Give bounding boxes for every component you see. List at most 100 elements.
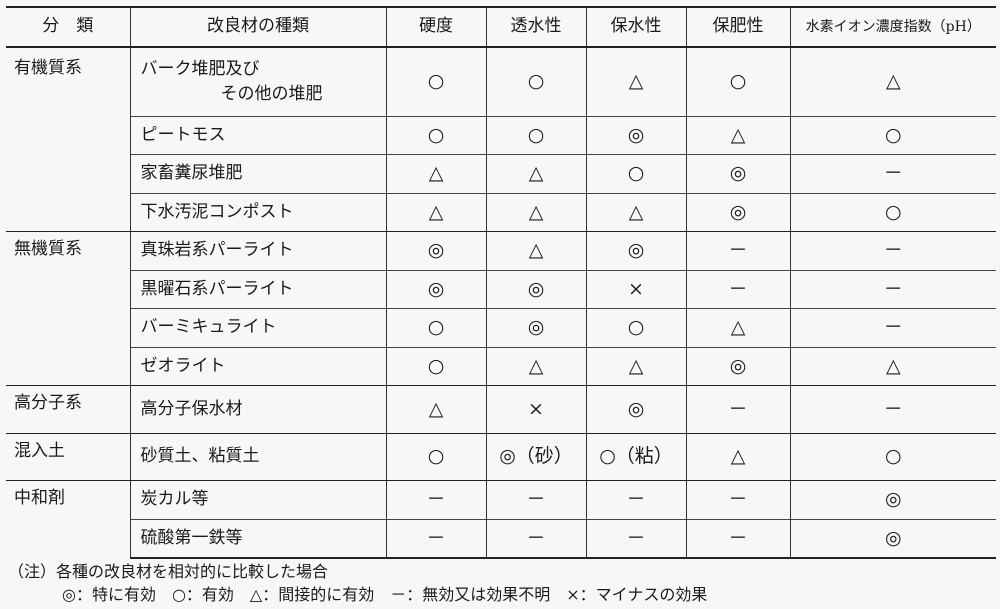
rating-ph: △ (885, 354, 901, 377)
rating-water-retention: － (626, 526, 646, 549)
material-name: ゼオライト (129, 346, 386, 386)
rating-water-retention: ○ (627, 316, 645, 339)
rating-ph: ○ (884, 200, 902, 223)
category-cell: 高分子系 (6, 385, 130, 433)
rating-permeability: － (526, 488, 546, 511)
category-cell: 中和剤 (6, 480, 130, 558)
material-name-line: バーク堆肥及び (140, 58, 260, 79)
soil-amendment-table: 分 類 改良材の種類 硬度 透水性 保水性 保肥性 水素イオン濃度指数（pH） … (6, 6, 996, 559)
material-name: 黒曜石系パーライト (129, 269, 386, 309)
rating-hardness: ○ (427, 445, 445, 468)
material-name: 真珠岩系パーライト (129, 231, 386, 270)
rating-permeability: － (526, 526, 546, 549)
rating-fertilizer-retention: △ (730, 316, 746, 339)
rating-hardness: － (426, 526, 446, 549)
header-water-retention: 保水性 (585, 6, 686, 48)
rating-water-retention: ○ (627, 162, 645, 185)
rating-water-retention: ○（粘） (599, 445, 673, 468)
category-cell: 無機質系 (6, 231, 130, 386)
header-category: 分 類 (6, 6, 130, 48)
rating-fertilizer-retention: ◎ (729, 354, 747, 377)
rating-fertilizer-retention: － (728, 239, 748, 262)
rating-hardness: ○ (427, 70, 445, 92)
rating-fertilizer-retention: ◎ (729, 200, 747, 223)
rating-water-retention: － (626, 488, 646, 511)
rating-hardness: ◎ (427, 277, 445, 300)
header-ph: 水素イオン濃度指数（pH） (789, 6, 996, 48)
rating-fertilizer-retention: － (728, 526, 748, 549)
table-row: バーミキュライト ○ ◎ ○ △ － (6, 308, 996, 347)
material-name: 下水汚泥コンポスト (129, 192, 386, 232)
rating-water-retention: △ (628, 70, 644, 92)
rating-ph: ○ (884, 445, 902, 468)
rating-permeability: ◎ (527, 316, 545, 339)
rating-ph: ◎ (884, 488, 902, 511)
rating-permeability: ○ (527, 123, 545, 146)
rating-hardness: △ (428, 200, 444, 223)
rating-ph: － (883, 397, 903, 420)
header-row: 分 類 改良材の種類 硬度 透水性 保水性 保肥性 水素イオン濃度指数（pH） (6, 6, 996, 48)
rating-permeability: △ (528, 354, 544, 377)
rating-hardness: ○ (427, 123, 445, 146)
header-fertilizer-retention: 保肥性 (685, 6, 790, 48)
category-cell: 有機質系 (6, 46, 130, 232)
rating-fertilizer-retention: ◎ (729, 162, 747, 185)
rating-water-retention: ◎ (627, 123, 645, 146)
material-name: 家畜糞尿堆肥 (129, 154, 386, 193)
rating-fertilizer-retention: △ (730, 445, 746, 468)
table-row: 無機質系 真珠岩系パーライト ◎ △ ◎ － － (6, 231, 996, 386)
category-cell: 混入土 (6, 432, 130, 481)
rating-permeability: ◎（砂） (499, 445, 573, 468)
rating-water-retention: ◎ (627, 239, 645, 262)
material-name: 炭カル等 (129, 480, 386, 519)
rating-hardness: △ (428, 397, 444, 420)
rating-permeability: △ (528, 200, 544, 223)
rating-ph: － (883, 239, 903, 262)
rating-permeability: ◎ (527, 277, 545, 300)
rating-hardness: － (426, 488, 446, 511)
header-hardness: 硬度 (385, 6, 486, 48)
rating-ph: － (883, 277, 903, 300)
table-row: 有機質系 バーク堆肥及び その他の堆肥 ○ ○ △ ○ △ (6, 46, 996, 232)
header-material: 改良材の種類 (129, 6, 386, 48)
rating-ph: ◎ (884, 526, 902, 549)
table-row: ピートモス ○ ○ ◎ △ ○ (6, 115, 996, 155)
rating-ph: － (883, 316, 903, 339)
rating-water-retention: △ (628, 200, 644, 223)
rating-hardness: △ (428, 162, 444, 185)
table-row: 中和剤 炭カル等 － － － － ◎ (6, 480, 996, 558)
rating-permeability: × (528, 397, 544, 420)
header-permeability: 透水性 (485, 6, 586, 48)
table-row: 家畜糞尿堆肥 △ △ ○ ◎ － (6, 154, 996, 193)
table-notes: （注）各種の改良材を相対的に比較した場合 ◎：特に有効 ○：有効 △：間接的に有… (8, 560, 707, 606)
rating-hardness: ◎ (427, 239, 445, 262)
rating-ph: △ (885, 70, 901, 92)
rating-permeability: △ (528, 239, 544, 262)
table-row: 黒曜石系パーライト ◎ ◎ × － － (6, 269, 996, 309)
table-row: 硫酸第一鉄等 － － － － ◎ (6, 518, 996, 559)
material-name: ピートモス (129, 115, 386, 155)
rating-fertilizer-retention: △ (730, 123, 746, 146)
legend-line: ◎：特に有効 ○：有効 △：間接的に有効 －：無効又は効果不明 ×：マイナスの効… (62, 585, 708, 604)
rating-permeability: △ (528, 162, 544, 185)
material-name: 砂質土、粘質土 (129, 432, 386, 481)
rating-hardness: ○ (427, 354, 445, 377)
material-name: 高分子保水材 (129, 385, 386, 433)
rating-permeability: ○ (527, 70, 545, 92)
material-name: 硫酸第一鉄等 (129, 518, 386, 559)
table-row: 高分子系 高分子保水材 △ × ◎ － － (6, 385, 996, 433)
rating-ph: ○ (884, 123, 902, 146)
note-line-1: （注）各種の改良材を相対的に比較した場合 (8, 562, 329, 581)
rating-ph: － (883, 162, 903, 185)
rating-fertilizer-retention: ○ (729, 70, 747, 92)
rating-hardness: ○ (427, 316, 445, 339)
material-name-line: その他の堆肥 (220, 83, 323, 104)
material-name: バーミキュライト (129, 308, 386, 347)
material-name: バーク堆肥及び その他の堆肥 (129, 46, 386, 116)
rating-fertilizer-retention: － (728, 277, 748, 300)
rating-water-retention: × (628, 277, 644, 300)
rating-water-retention: △ (628, 354, 644, 377)
rating-fertilizer-retention: － (728, 397, 748, 420)
table-row: 下水汚泥コンポスト △ △ △ ◎ ○ (6, 192, 996, 232)
rating-fertilizer-retention: － (728, 488, 748, 511)
